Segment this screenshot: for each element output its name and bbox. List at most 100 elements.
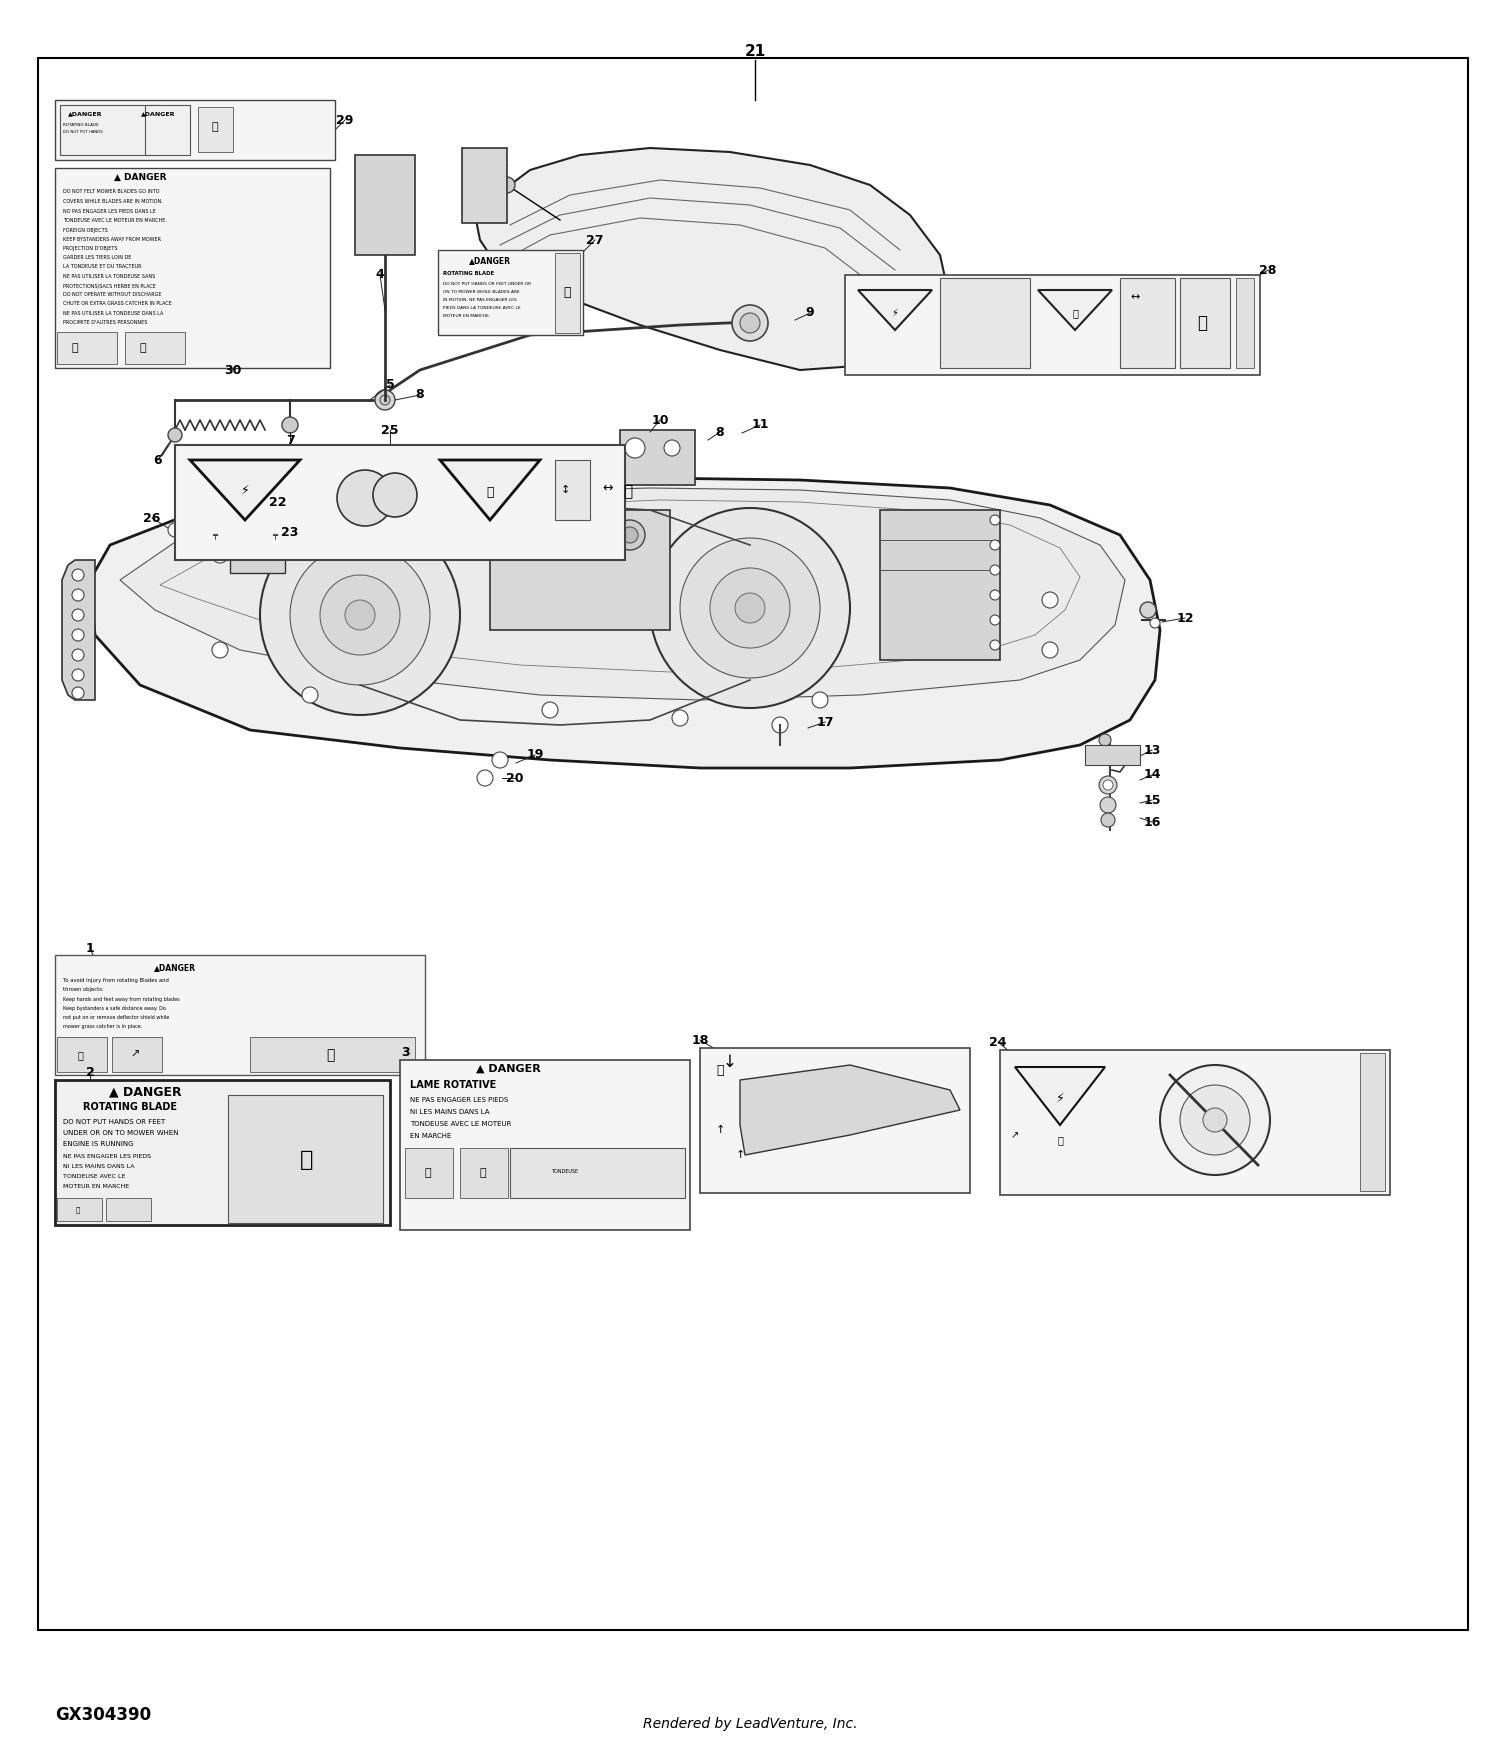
- Text: NE PAS UTILISER LA TONDEUSE DANS LA: NE PAS UTILISER LA TONDEUSE DANS LA: [63, 312, 164, 317]
- Text: IN MOTION. NE PAS ENGAGER LES: IN MOTION. NE PAS ENGAGER LES: [442, 298, 516, 303]
- Polygon shape: [440, 460, 540, 520]
- Bar: [60, 105, 160, 156]
- Text: 7: 7: [285, 434, 294, 446]
- Circle shape: [615, 520, 645, 550]
- Text: NE PAS ENGAGER LES PIEDS: NE PAS ENGAGER LES PIEDS: [63, 1153, 152, 1158]
- Circle shape: [290, 544, 430, 684]
- Bar: [56, 168, 330, 368]
- Text: Keep bystanders a safe distance away. Do: Keep bystanders a safe distance away. Do: [63, 1006, 167, 1011]
- Text: ▲DANGER: ▲DANGER: [154, 963, 196, 971]
- Circle shape: [650, 507, 850, 709]
- Text: NI LES MAINS DANS LA: NI LES MAINS DANS LA: [410, 1110, 489, 1115]
- Text: 🏃: 🏃: [486, 485, 494, 499]
- Text: 6: 6: [153, 453, 162, 467]
- Circle shape: [1100, 796, 1116, 814]
- Text: 9: 9: [806, 306, 814, 320]
- Circle shape: [772, 718, 788, 733]
- Text: 23: 23: [282, 525, 298, 539]
- Text: ⚡: ⚡: [240, 483, 249, 497]
- Text: 29: 29: [336, 114, 354, 126]
- Circle shape: [211, 642, 228, 658]
- Bar: [198, 107, 232, 152]
- Text: 8: 8: [416, 388, 424, 401]
- Text: 🏃: 🏃: [562, 287, 570, 299]
- Circle shape: [168, 523, 182, 537]
- Bar: [400, 1060, 690, 1230]
- Circle shape: [514, 520, 544, 550]
- Circle shape: [302, 688, 318, 704]
- Text: 3: 3: [400, 1046, 410, 1059]
- Text: FOREIGN OBJECTS: FOREIGN OBJECTS: [63, 228, 108, 233]
- Text: ▲DANGER: ▲DANGER: [470, 255, 512, 264]
- Text: ↗: ↗: [130, 1050, 140, 1060]
- Circle shape: [477, 770, 494, 786]
- Text: 12: 12: [1176, 611, 1194, 625]
- Text: 🏃: 🏃: [76, 1208, 80, 1213]
- Circle shape: [500, 177, 514, 192]
- Circle shape: [735, 593, 765, 623]
- Circle shape: [968, 298, 1004, 332]
- Circle shape: [990, 565, 1000, 576]
- Polygon shape: [190, 460, 300, 520]
- Text: 22: 22: [270, 495, 286, 509]
- Text: 🏃: 🏃: [300, 1150, 313, 1171]
- Text: ROTATING BLADE: ROTATING BLADE: [82, 1102, 177, 1111]
- Bar: [1084, 746, 1140, 765]
- Circle shape: [72, 628, 84, 640]
- Text: UNDER OR ON TO MOWER WHEN: UNDER OR ON TO MOWER WHEN: [63, 1130, 178, 1136]
- Circle shape: [492, 752, 508, 768]
- Text: DO NOT FELT MOWER BLADES GO INTO: DO NOT FELT MOWER BLADES GO INTO: [63, 189, 159, 194]
- Polygon shape: [740, 1066, 960, 1155]
- Text: 28: 28: [1260, 264, 1276, 276]
- Circle shape: [812, 691, 828, 709]
- Text: 🏃: 🏃: [1072, 308, 1078, 318]
- Text: PROTECTIONS/SACS HERBE EN PLACE: PROTECTIONS/SACS HERBE EN PLACE: [63, 284, 156, 289]
- Text: COVERS WHILE BLADES ARE IN MOTION.: COVERS WHILE BLADES ARE IN MOTION.: [63, 200, 164, 205]
- Text: 🏃: 🏃: [76, 1050, 82, 1060]
- Text: 24: 24: [988, 1036, 1006, 1048]
- Text: 🚶: 🚶: [1197, 313, 1208, 332]
- Bar: [56, 100, 334, 159]
- Circle shape: [72, 590, 84, 600]
- Text: CHUTE OR EXTRA GRASS CATCHER IN PLACE: CHUTE OR EXTRA GRASS CATCHER IN PLACE: [63, 301, 173, 306]
- Circle shape: [522, 527, 538, 542]
- Text: 15: 15: [1143, 793, 1161, 807]
- Bar: [57, 332, 117, 364]
- Polygon shape: [858, 290, 932, 331]
- Text: ↑: ↑: [735, 1150, 744, 1160]
- Circle shape: [1042, 642, 1058, 658]
- Text: 19: 19: [526, 749, 543, 761]
- Circle shape: [1100, 733, 1112, 746]
- Bar: [1180, 278, 1230, 368]
- Bar: [844, 275, 1260, 374]
- Bar: [700, 1048, 970, 1194]
- Circle shape: [1180, 1085, 1250, 1155]
- Circle shape: [990, 514, 1000, 525]
- Polygon shape: [90, 478, 1160, 768]
- Bar: [1236, 278, 1254, 368]
- Text: mower grass catcher is in place.: mower grass catcher is in place.: [63, 1024, 142, 1029]
- Text: DO NOT PUT HANDS: DO NOT PUT HANDS: [63, 130, 104, 135]
- Text: 🏃: 🏃: [326, 1048, 334, 1062]
- Bar: [438, 250, 584, 334]
- Bar: [146, 105, 190, 156]
- Circle shape: [375, 390, 394, 410]
- Text: ↓: ↓: [723, 1054, 736, 1071]
- Bar: [405, 1148, 453, 1199]
- Circle shape: [672, 710, 688, 726]
- Text: ▲ DANGER: ▲ DANGER: [114, 173, 166, 182]
- Text: GARDER LES TIERS LOIN DE: GARDER LES TIERS LOIN DE: [63, 255, 132, 261]
- Text: To avoid injury from rotating Blades and: To avoid injury from rotating Blades and: [63, 978, 170, 984]
- Text: NE PAS UTILISER LA TONDEUSE SANS: NE PAS UTILISER LA TONDEUSE SANS: [63, 275, 156, 278]
- Text: ↔: ↔: [602, 481, 612, 495]
- Text: ↕: ↕: [561, 485, 570, 495]
- Text: ✋: ✋: [716, 1064, 723, 1076]
- Text: 18: 18: [692, 1034, 708, 1046]
- Bar: [1000, 1050, 1390, 1195]
- Circle shape: [72, 609, 84, 621]
- Text: ╤: ╤: [273, 530, 278, 539]
- Bar: [620, 430, 695, 485]
- Text: 14: 14: [1143, 768, 1161, 782]
- Text: NE PAS ENGAGER LES PIEDS: NE PAS ENGAGER LES PIEDS: [410, 1097, 509, 1102]
- Circle shape: [946, 296, 1004, 352]
